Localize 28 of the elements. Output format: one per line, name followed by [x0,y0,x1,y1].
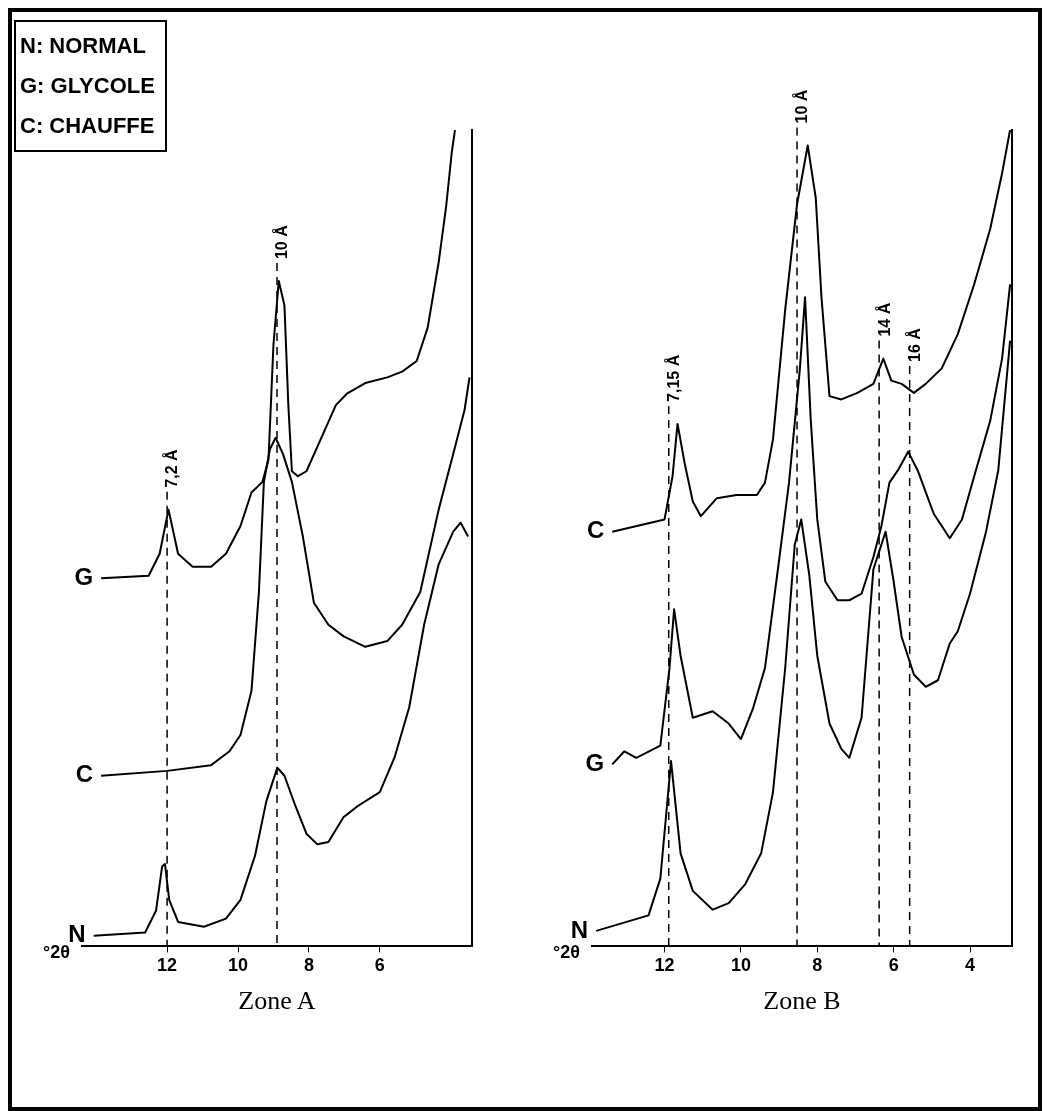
series-label: G [585,748,605,776]
series-label: N [68,920,86,948]
annotation: C: CHAUFFE [20,112,155,140]
x-tick-label: 8 [303,955,314,976]
series-label: C [75,760,94,788]
ref-line-label: 16 Å [905,327,924,362]
text: Zone A [237,986,317,1016]
x-tick-label: 12 [157,955,178,976]
ref-line-label: 10 Å [792,89,811,124]
x-axis-title: °2θ [553,942,580,963]
series-label: C [586,516,605,544]
x-tick-label: 10 [730,955,751,976]
x-tick-label: 10 [227,955,249,976]
x-tick-label: 4 [964,955,976,976]
text: G: GLYCOLE [20,72,155,100]
text: Zone B [762,986,842,1016]
series-label: G [74,562,94,590]
x-axis-title: °2θ [43,942,70,963]
ref-line-label: 7,2 Å [162,448,181,488]
ref-line-label: 10 Å [272,224,291,260]
x-tick-label: 8 [812,955,823,976]
ref-line-label: 14 Å [874,302,893,337]
ref-line-label: 7,15 Å [664,354,683,402]
x-tick-label: 6 [374,955,385,976]
x-tick-label: 12 [654,955,675,976]
series-label: N [570,915,589,943]
text: N: NORMAL [20,32,147,60]
x-tick-label: 6 [888,955,899,976]
